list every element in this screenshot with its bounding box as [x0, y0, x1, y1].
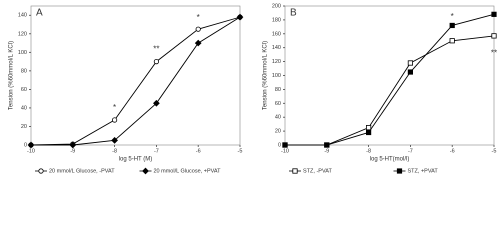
- data-point: [324, 142, 330, 148]
- series-line: [30, 16, 241, 146]
- data-point: [69, 141, 77, 149]
- y-tick-label: 80: [275, 87, 281, 93]
- y-axis-label: Tension (%60mmol/L KCl): [263, 41, 269, 110]
- data-point: [407, 69, 414, 75]
- panel-label: A: [36, 8, 43, 19]
- legend-marker: [292, 168, 298, 174]
- annotation: *: [451, 12, 454, 21]
- data-point: [449, 22, 455, 29]
- y-axis-label: Tension (%60mmol/L KCl): [9, 41, 15, 110]
- series-line: [285, 35, 495, 146]
- data-point: [449, 38, 455, 44]
- annotation: **: [491, 48, 497, 57]
- x-tick-label: -8: [366, 148, 371, 154]
- panel-label: B: [290, 8, 297, 19]
- x-axis-label: log 5-HT(mol/l): [370, 157, 410, 163]
- x-tick-label: -10: [281, 148, 289, 154]
- y-tick-label: 180: [272, 17, 281, 23]
- x-tick-label: -6: [196, 148, 201, 154]
- data-point: [491, 33, 497, 39]
- y-tick-label: 120: [18, 31, 27, 37]
- series-line: [285, 13, 495, 146]
- x-tick-label: -7: [408, 148, 413, 154]
- legend-label: 20 mmol/L Glucose, -PVAT: [49, 168, 115, 174]
- legend-label: STZ, -PVAT: [303, 168, 332, 174]
- page: {"chart_data": [ {"type": "line", "panel…: [8, 3, 498, 175]
- x-tick-label: -5: [492, 148, 497, 154]
- data-point: [236, 13, 244, 21]
- x-tick-label: -5: [238, 148, 243, 154]
- figure: A 0 20 40 60 80 100 120 140 -10 -9 -8 -7 -6 -5 log 5-HT…: [9, 3, 498, 175]
- x-tick-label: -10: [27, 148, 35, 154]
- y-tick-label: 200: [272, 3, 281, 9]
- x-tick-label: -9: [324, 148, 329, 154]
- x-tick-label: -8: [112, 148, 117, 154]
- y-tick-label: 100: [272, 73, 281, 79]
- data-point: [111, 137, 118, 144]
- legend-marker: [396, 168, 403, 174]
- plot-frame: [284, 5, 495, 146]
- data-point: [282, 142, 288, 148]
- y-tick-label: 60: [21, 87, 27, 93]
- y-tick-label: 100: [18, 50, 27, 56]
- y-tick-label: 20: [275, 129, 281, 135]
- data-point: [365, 129, 372, 136]
- data-point: [153, 99, 160, 107]
- data-point: [365, 125, 372, 131]
- y-tick-label: 40: [275, 115, 281, 121]
- y-tick-label: 0: [278, 142, 281, 148]
- legend-label: 20 mmol/L Glucose, +PVAT: [154, 168, 222, 174]
- annotation: *: [197, 13, 200, 22]
- y-tick-label: 40: [21, 105, 27, 111]
- y-tick-label: 120: [272, 59, 281, 65]
- y-tick-label: 0: [24, 142, 27, 148]
- y-tick-label: 80: [21, 68, 27, 74]
- data-point: [194, 39, 202, 47]
- y-tick-label: 140: [18, 13, 27, 19]
- data-point: [491, 11, 497, 17]
- legend-label: STZ, +PVAT: [408, 168, 439, 174]
- data-point: [407, 60, 414, 66]
- series-line: [31, 16, 241, 146]
- y-tick-label: 140: [272, 45, 281, 51]
- legend-marker: [38, 168, 44, 174]
- data-point: [195, 26, 201, 32]
- data-point: [112, 117, 118, 123]
- x-tick-label: -9: [70, 148, 75, 154]
- data-point: [27, 141, 35, 149]
- y-tick-label: 160: [272, 31, 281, 37]
- annotation: **: [153, 45, 159, 54]
- y-tick-label: 60: [275, 101, 281, 107]
- plot-frame: [30, 5, 241, 146]
- annotation: *: [113, 103, 116, 112]
- x-tick-label: -6: [450, 148, 455, 154]
- y-tick-label: 20: [21, 124, 27, 130]
- x-axis-label: log 5-HT (M): [119, 157, 153, 163]
- data-point: [153, 58, 159, 65]
- legend-marker: [142, 167, 149, 175]
- x-tick-label: -7: [154, 148, 159, 154]
